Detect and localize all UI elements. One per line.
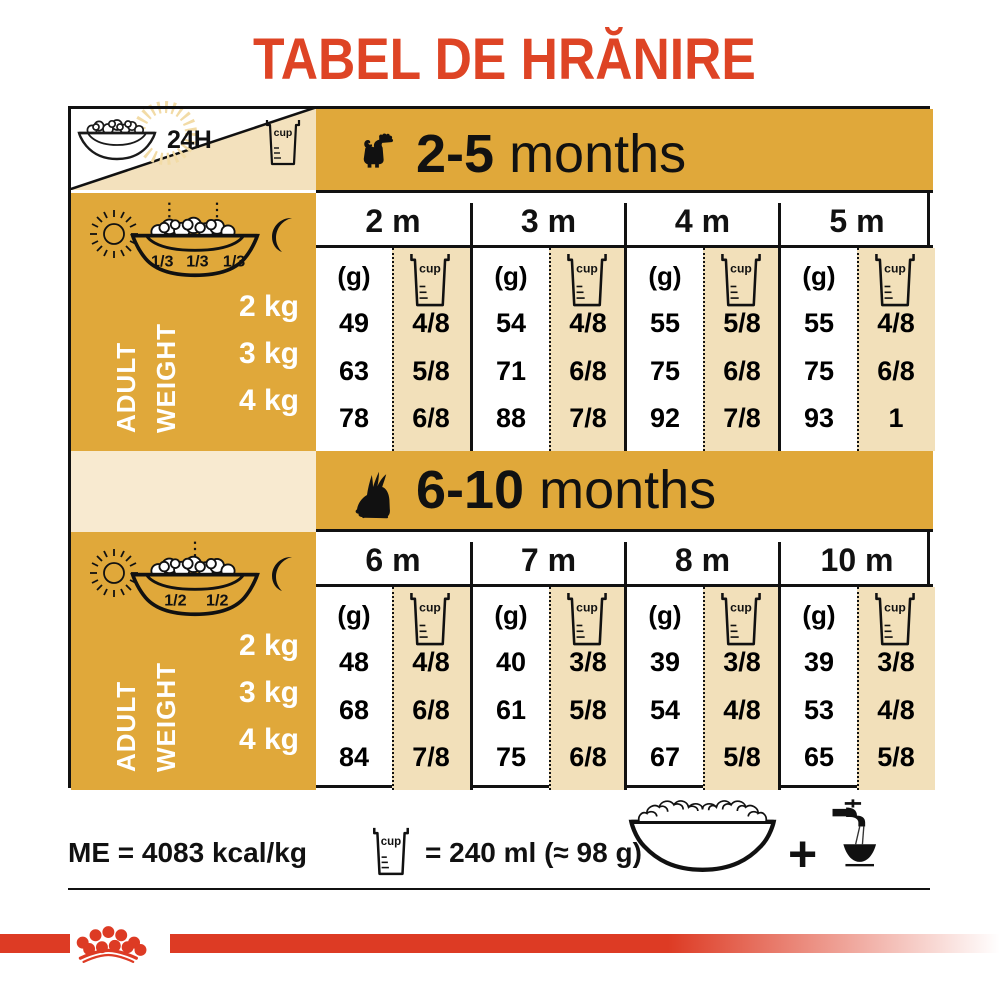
- svg-text:cup: cup: [576, 601, 598, 615]
- svg-text:1/3: 1/3: [223, 252, 245, 270]
- svg-text:cup: cup: [884, 601, 906, 615]
- svg-text:cup: cup: [730, 262, 752, 276]
- svg-text:cup: cup: [884, 262, 906, 276]
- svg-text:1/3: 1/3: [186, 252, 208, 270]
- svg-text:cup: cup: [419, 262, 441, 276]
- svg-text:1/2: 1/2: [206, 591, 228, 609]
- svg-text:cup: cup: [381, 836, 401, 848]
- svg-text:1/2: 1/2: [164, 591, 186, 609]
- svg-text:cup: cup: [730, 601, 752, 615]
- svg-text:cup: cup: [576, 262, 598, 276]
- svg-text:cup: cup: [419, 601, 441, 615]
- svg-text:1/3: 1/3: [151, 252, 173, 270]
